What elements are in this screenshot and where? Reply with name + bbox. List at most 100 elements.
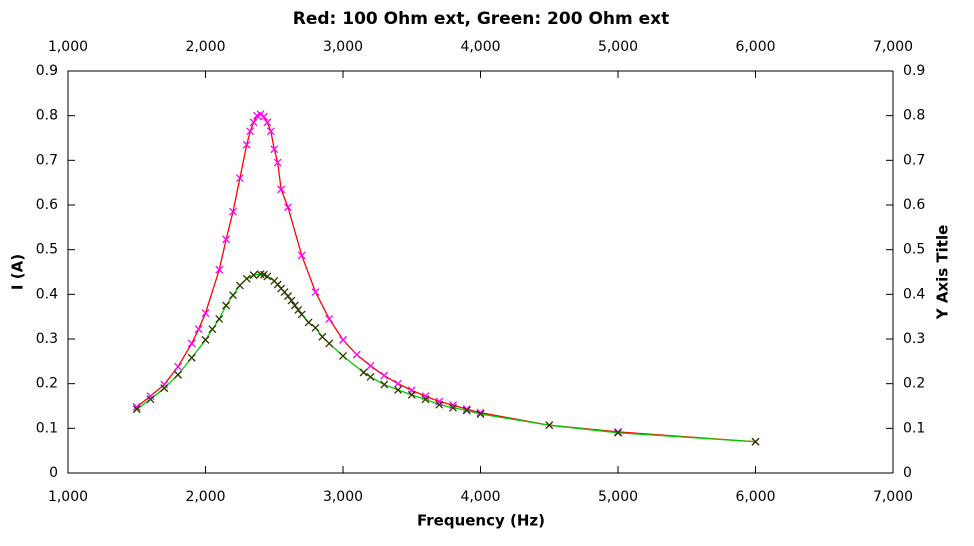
y-tick-label: 0.8: [36, 108, 58, 124]
marker: [545, 421, 554, 430]
x-tick-label: 2,000: [185, 489, 225, 505]
marker: [380, 380, 389, 389]
marker: [160, 380, 169, 389]
y-tick-label: 0.2: [36, 376, 58, 392]
marker: [284, 292, 292, 301]
marker: [249, 118, 258, 127]
y-tick-label: 0.1: [36, 420, 58, 436]
marker: [366, 361, 375, 370]
marker: [435, 400, 444, 409]
marker: [146, 395, 155, 404]
marker: [751, 437, 760, 446]
y-tick-label: 0.3: [36, 331, 58, 347]
y-tick-label: 0.5: [36, 242, 58, 258]
marker: [160, 384, 169, 393]
x-tick-label: 4,000: [460, 489, 500, 505]
marker: [394, 385, 402, 394]
marker: [242, 140, 251, 149]
marker: [366, 373, 375, 381]
marker: [263, 272, 272, 281]
marker: [201, 309, 210, 318]
marker: [174, 362, 182, 371]
marker: [174, 370, 182, 379]
marker: [242, 274, 251, 283]
marker: [294, 306, 303, 314]
marker: [476, 410, 485, 418]
marker: [311, 323, 320, 332]
y-axis-title: I (A): [9, 254, 27, 290]
marker: [132, 402, 141, 411]
marker: [256, 110, 265, 119]
marker: [449, 403, 457, 412]
x2-tick-label: 2,000: [185, 39, 225, 55]
y-tick-label: 0.4: [36, 286, 58, 302]
x2-tick-label: 6,000: [735, 39, 775, 55]
marker: [273, 158, 282, 167]
series-line: [136, 113, 756, 443]
y2-tick-label: 0.8: [903, 108, 925, 124]
x-tick-label: 1,000: [48, 489, 88, 505]
series-line: [136, 273, 756, 443]
marker: [235, 174, 244, 183]
marker: [201, 335, 210, 344]
marker: [318, 332, 327, 341]
marker: [194, 325, 203, 334]
x2-tick-label: 3,000: [323, 39, 363, 55]
marker: [290, 301, 299, 310]
marker: [222, 301, 231, 310]
marker: [235, 281, 244, 290]
y-tick-label: 0.6: [36, 197, 58, 213]
y2-tick-label: 0.9: [903, 63, 925, 79]
marker: [394, 379, 402, 388]
marker: [215, 314, 224, 323]
marker: [407, 390, 416, 399]
marker: [187, 353, 196, 362]
marker: [263, 118, 272, 127]
marker: [421, 395, 430, 404]
y2-tick-label: 0.5: [903, 242, 925, 258]
x-tick-label: 7,000: [873, 489, 913, 505]
marker: [339, 335, 347, 344]
marker: [132, 405, 141, 414]
marker: [249, 271, 258, 280]
y-tick-label: 0: [49, 465, 58, 481]
x-tick-label: 3,000: [323, 489, 363, 505]
y-tick-label: 0.9: [36, 63, 58, 79]
marker: [359, 368, 368, 377]
marker: [246, 127, 255, 136]
marker: [270, 145, 279, 154]
x2-tick-label: 1,000: [48, 39, 88, 55]
marker: [297, 251, 306, 260]
y2-tick-label: 0.1: [903, 420, 925, 436]
y2-tick-label: 0.7: [903, 152, 925, 168]
marker: [187, 339, 196, 348]
x-tick-label: 5,000: [598, 489, 638, 505]
x2-tick-label: 7,000: [873, 39, 913, 55]
x-tick-label: 6,000: [735, 489, 775, 505]
x2-tick-label: 4,000: [460, 39, 500, 55]
y2-tick-label: 0.4: [903, 286, 925, 302]
marker: [208, 325, 217, 334]
marker: [229, 291, 237, 300]
marker: [304, 318, 313, 327]
y2-axis-title: Y Axis Title: [934, 225, 952, 321]
marker: [614, 428, 622, 437]
marker: [277, 185, 286, 194]
marker: [311, 288, 320, 297]
marker: [325, 314, 334, 323]
x2-tick-label: 5,000: [598, 39, 638, 55]
marker: [325, 339, 334, 348]
marker: [222, 235, 231, 244]
marker: [287, 296, 296, 305]
marker: [380, 371, 389, 380]
marker: [215, 265, 224, 274]
marker: [259, 112, 268, 121]
y2-tick-label: 0.3: [903, 331, 925, 347]
y-tick-label: 0.7: [36, 152, 58, 168]
marker: [146, 392, 155, 401]
marker: [462, 406, 471, 415]
marker: [339, 352, 347, 360]
x-axis-title: Frequency (Hz): [417, 512, 545, 530]
